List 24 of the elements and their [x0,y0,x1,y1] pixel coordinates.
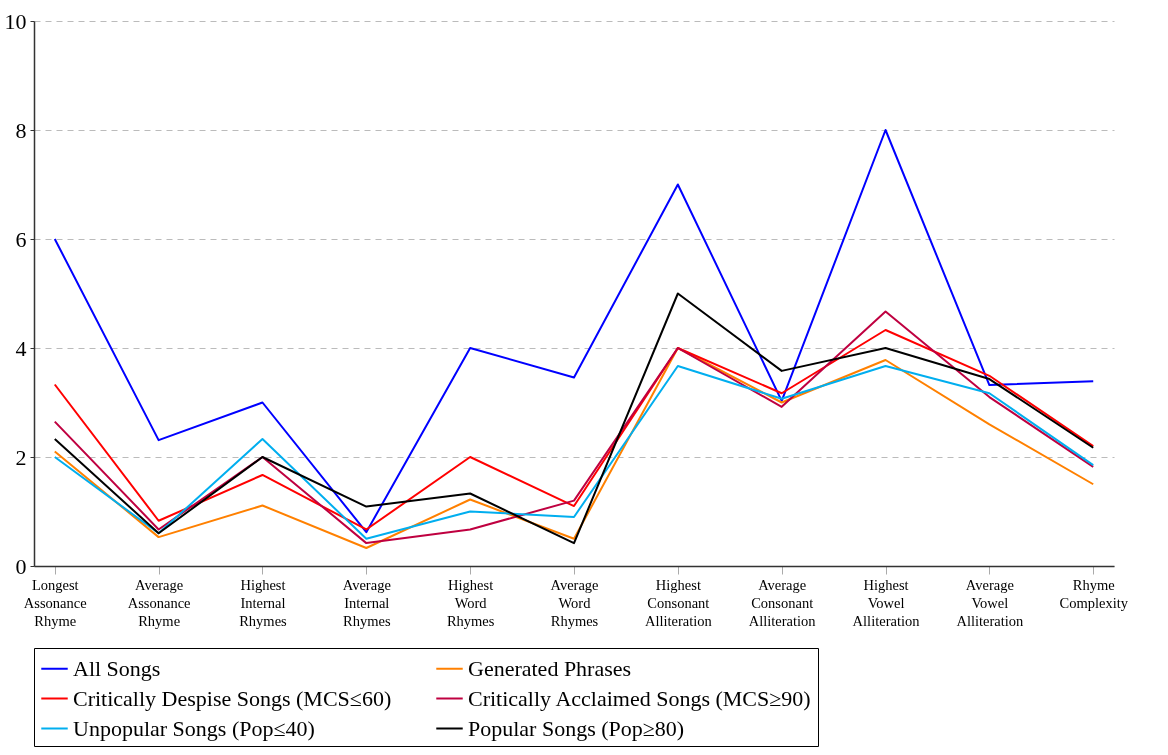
x-tick-label: Rhyme Complexity [1059,576,1129,611]
x-tick-label: Average Consonant Alliteration [748,576,817,629]
x-tick-label: Average Internal Rhymes [342,576,391,629]
x-tick-label: Average Word Rhymes [550,576,599,629]
legend-label: Unpopular Songs (Pop≤40) [73,715,315,741]
legend-label: Generated Phrases [468,655,632,681]
legend-label: Critically Acclaimed Songs (MCS≥90) [468,685,811,711]
legend-label: Critically Despise Songs (MCS≤60) [73,685,392,711]
y-tick-label: 0 [15,553,27,579]
x-tick-label: Highest Internal Rhymes [239,576,288,629]
x-tick-label: Highest Vowel Alliteration [852,576,921,629]
y-tick-label: 4 [15,335,27,361]
x-tick-label: Average Vowel Alliteration [956,576,1025,629]
y-tick-label: 10 [4,8,27,34]
y-tick-label: 8 [15,117,27,143]
y-tick-label: 2 [15,444,27,470]
legend-label: Popular Songs (Pop≥80) [468,715,685,741]
x-tick-label: Highest Word Rhymes [446,576,495,629]
line-series [53,129,1095,534]
x-tick-label: Average Assonance Rhyme [127,576,191,629]
legend-label: All Songs [73,655,161,681]
x-tick-label: Longest Assonance Rhyme [23,576,87,629]
x-tick-label: Highest Consonant Alliteration [644,576,713,629]
y-tick-label: 6 [15,226,27,252]
